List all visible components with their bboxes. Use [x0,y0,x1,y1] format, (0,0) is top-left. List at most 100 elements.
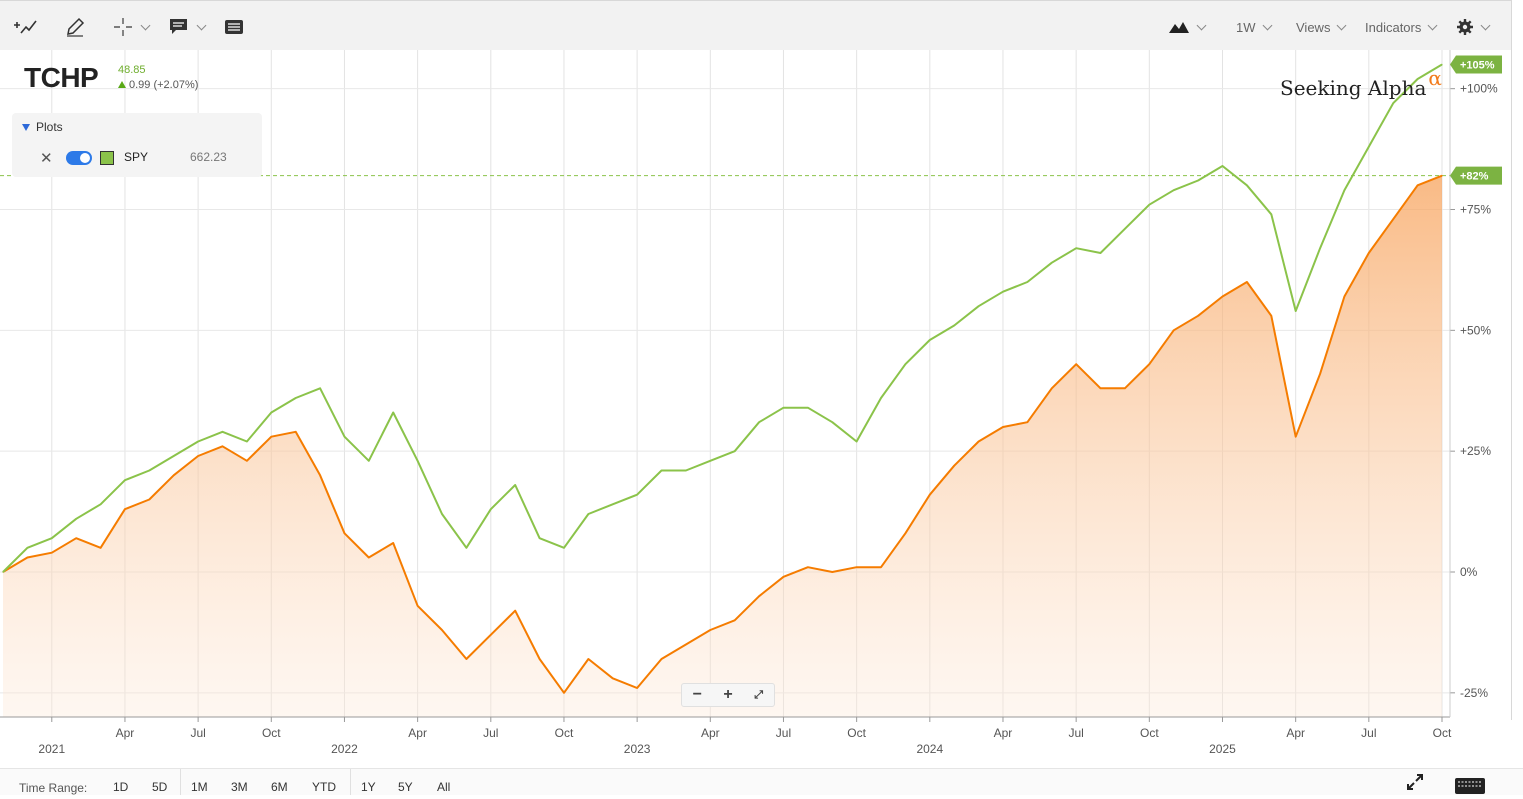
range-1y-button[interactable]: 1Y [361,780,376,794]
data-point-spy [807,407,809,409]
remove-plot-close-icon[interactable]: ✕ [40,150,53,167]
range-ytd-button[interactable]: YTD [312,780,336,794]
plots-header[interactable]: Plots [22,120,63,134]
data-point-spy [636,494,638,496]
x-tick-label: 2023 [624,742,651,756]
data-point-spy [685,469,687,472]
data-point-spy [587,513,589,515]
range-1m-button[interactable]: 1M [191,780,208,794]
data-point-tchp [1075,363,1077,365]
last-value-label-tchp: +82% [1460,171,1489,183]
news-list-icon[interactable] [224,15,244,39]
data-point-tchp [782,576,785,578]
data-point-spy [856,440,858,443]
data-point-spy [709,460,711,462]
x-tick-label: Oct [262,726,281,740]
plots-title: Plots [36,120,63,134]
draw-trendline-icon[interactable] [12,15,38,39]
data-point-tchp [1319,373,1321,375]
data-point-tchp [807,566,809,568]
zoom-in-button[interactable]: + [723,686,733,703]
data-point-spy [75,518,77,520]
reset-zoom-button[interactable]: ⤢ [754,688,764,701]
fullscreen-icon[interactable] [1406,773,1424,791]
range-5y-button[interactable]: 5Y [398,780,413,794]
data-point-tchp [1124,387,1126,389]
data-point-tchp [660,658,663,660]
data-point-spy [1441,63,1443,66]
price-chart[interactable]: 2021 Apr Jul Oct 2022 Apr Jul Oct 2023 Apr Jul Oct 2… [0,50,1512,768]
data-point-tchp [1099,387,1102,389]
data-point-tchp [1002,426,1004,428]
x-tick-label: Oct [847,726,866,740]
data-point-tchp [1148,363,1150,365]
x-tick-label: Oct [555,726,574,740]
data-point-spy [124,479,126,481]
data-point-tchp [1417,184,1419,186]
pencil-icon[interactable] [64,15,86,39]
range-1d-button[interactable]: 1D [113,780,129,794]
settings-gear-icon[interactable] [1456,15,1491,39]
x-tick-label: 2025 [1209,742,1236,756]
data-point-tchp [1368,252,1370,254]
data-point-spy [660,469,663,472]
collapse-triangle-icon [22,124,30,131]
brand-text: Seeking Alpha [1280,76,1427,100]
data-point-tchp [953,465,955,467]
plot-color-swatch[interactable] [100,151,114,165]
data-point-tchp [124,508,126,510]
data-point-spy [441,513,443,515]
data-point-spy [1295,310,1297,312]
data-point-tchp [709,629,711,631]
plots-panel: Plots ✕ SPY 662.23 [12,113,262,177]
range-5d-button[interactable]: 5D [152,780,168,794]
range-all-button[interactable]: All [437,780,451,794]
data-point-spy [2,571,4,573]
x-tick-label: Apr [408,726,427,740]
plot-visibility-toggle[interactable] [66,151,92,165]
series-line-spy [2,63,1443,573]
data-point-tchp [148,498,150,501]
range-3m-button[interactable]: 3M [231,780,248,794]
chart-area[interactable]: 2021 Apr Jul Oct 2022 Apr Jul Oct 2023 Apr Jul Oct 2… [0,50,1512,756]
zoom-out-button[interactable]: − [692,686,702,703]
comment-icon[interactable] [168,15,207,39]
data-point-spy [51,537,53,539]
data-point-spy [1051,262,1053,264]
data-point-tchp [295,431,297,433]
keyboard-icon[interactable] [1454,776,1486,794]
data-point-tchp [173,474,175,476]
interval-dropdown[interactable]: 1W [1236,15,1272,39]
divider [180,769,181,795]
data-point-tchp [1026,421,1028,423]
data-point-spy [465,547,468,549]
data-point-tchp [563,692,565,694]
data-point-spy [490,508,492,510]
crosshair-icon[interactable] [112,15,151,39]
data-point-tchp [343,532,346,534]
data-point-tchp [1441,175,1443,177]
data-point-spy [319,387,321,389]
data-point-spy [368,460,370,462]
data-point-tchp [1051,387,1053,389]
data-point-tchp [538,658,541,660]
data-point-spy [343,436,346,438]
data-point-spy [612,503,614,505]
data-point-tchp [1197,315,1199,317]
data-point-spy [197,440,199,443]
views-dropdown[interactable]: Views [1296,15,1347,39]
data-point-spy [148,469,150,472]
indicators-dropdown[interactable]: Indicators [1365,15,1438,39]
chart-type-mountain-icon[interactable] [1168,15,1207,39]
time-range-label: Time Range: [19,781,88,795]
data-point-spy [1197,179,1199,182]
data-point-spy [831,421,833,423]
seeking-alpha-logo: Seeking Alpha α [1280,66,1442,100]
range-6m-button[interactable]: 6M [271,780,288,794]
data-point-tchp [197,455,199,457]
series-line-tchp [2,174,1443,694]
data-point-tchp [880,566,882,568]
data-point-tchp [514,610,516,612]
data-point-spy [929,339,931,341]
ticker-symbol[interactable]: TCHP [24,62,99,93]
